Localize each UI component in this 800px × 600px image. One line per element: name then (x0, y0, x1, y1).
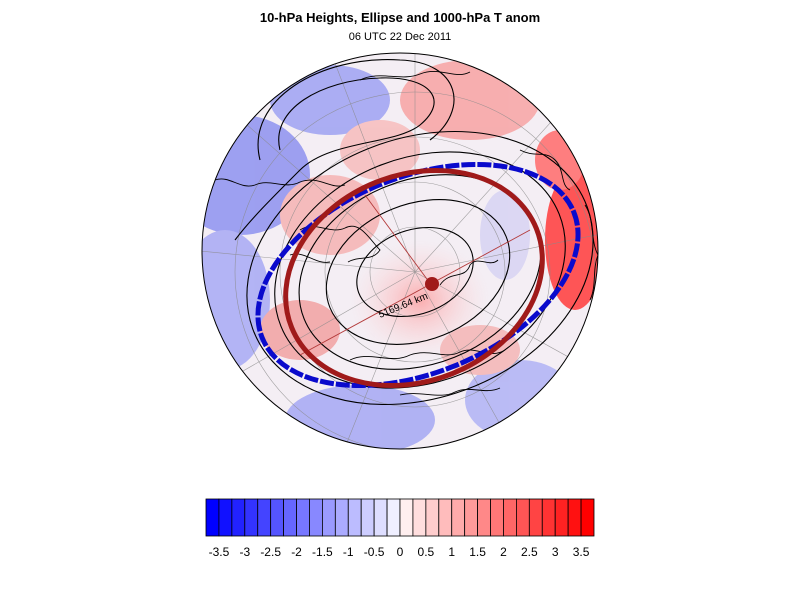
colorbar-tick-label: 3 (552, 545, 559, 559)
colorbar-swatch (244, 498, 259, 537)
height-contour (246, 130, 594, 406)
colorbar-swatch (490, 498, 504, 537)
colorbar-swatch (580, 498, 595, 537)
warm-anomaly-region (440, 325, 520, 375)
height-contour (274, 151, 566, 389)
height-contours (234, 59, 594, 406)
ellipse-major-axis (299, 229, 531, 356)
colorbar-swatch (231, 498, 246, 537)
colorbar-swatch (554, 498, 569, 537)
coastline (214, 178, 346, 187)
colorbar-swatch (218, 498, 233, 537)
colorbar-swatch (503, 498, 517, 537)
colorbar-swatch (567, 498, 582, 537)
colorbar-swatch (205, 498, 220, 537)
colorbar-swatch (516, 498, 530, 537)
coastline (359, 70, 471, 81)
fitted-vortex-ellipse (283, 167, 545, 389)
vortex-centroid-marker (425, 277, 439, 291)
coastline (519, 149, 571, 191)
colorbar-swatch (541, 498, 556, 537)
map-title: 10-hPa Heights, Ellipse and 1000-hPa T a… (259, 10, 541, 25)
colorbar-swatch (399, 498, 414, 537)
ellipse-axes (299, 194, 531, 356)
coastline (439, 259, 499, 286)
colorbar-swatch (309, 498, 323, 537)
colorbar-swatch (283, 498, 297, 537)
colorbar-tick-label: -2 (291, 545, 302, 559)
colorbar-swatch (425, 498, 440, 537)
warm-anomaly-region (545, 170, 598, 310)
observed-vortex-ellipse (255, 161, 581, 389)
colorbar-swatch (373, 498, 388, 537)
warm-anomaly-region (260, 300, 340, 360)
colorbar-swatch (360, 498, 375, 537)
colorbar-swatch (412, 498, 427, 537)
colorbar-tick-label: 2 (500, 545, 507, 559)
ellipse-minor-axis (364, 194, 436, 291)
colorbar-tick-label: -2.5 (260, 545, 281, 559)
colorbar-swatch (334, 498, 349, 537)
colorbar-swatch (477, 498, 491, 537)
height-contour (234, 77, 435, 241)
colorbar-tick-label: -0.5 (364, 545, 385, 559)
colorbar-tick-label: 3.5 (573, 545, 590, 559)
height-contour (257, 59, 455, 161)
colorbar-tick-label: -3.5 (209, 545, 230, 559)
colorbar-tick-label: 1 (448, 545, 455, 559)
colorbar-tick-label: -1 (343, 545, 354, 559)
polar-map: 5169.64 km (201, 52, 599, 450)
height-contour (356, 226, 474, 318)
globe-outline (201, 52, 599, 450)
colorbar-tick-label: 2.5 (521, 545, 538, 559)
height-contour (325, 199, 511, 345)
colorbar-swatch (296, 498, 310, 537)
colorbar-tick-label: -1.5 (312, 545, 333, 559)
colorbar-swatch (528, 498, 543, 537)
colorbar-swatch (451, 498, 466, 537)
colorbar-tick-label: 0 (397, 545, 404, 559)
colorbar-tick-label: -3 (239, 545, 250, 559)
map-subtitle: 06 UTC 22 Dec 2011 (348, 31, 452, 43)
colorbar-swatch (257, 498, 272, 537)
colorbar-swatch (270, 498, 284, 537)
colorbar-tick-label: 1.5 (469, 545, 486, 559)
colorbar-swatch (347, 498, 362, 537)
colorbar-swatch (464, 498, 478, 537)
coastline (399, 387, 501, 396)
colorbar-swatch (321, 498, 336, 537)
colorbar-tick-label: 0.5 (418, 545, 435, 559)
colorbar-swatch (438, 498, 453, 537)
colorbar-swatch (386, 498, 401, 537)
